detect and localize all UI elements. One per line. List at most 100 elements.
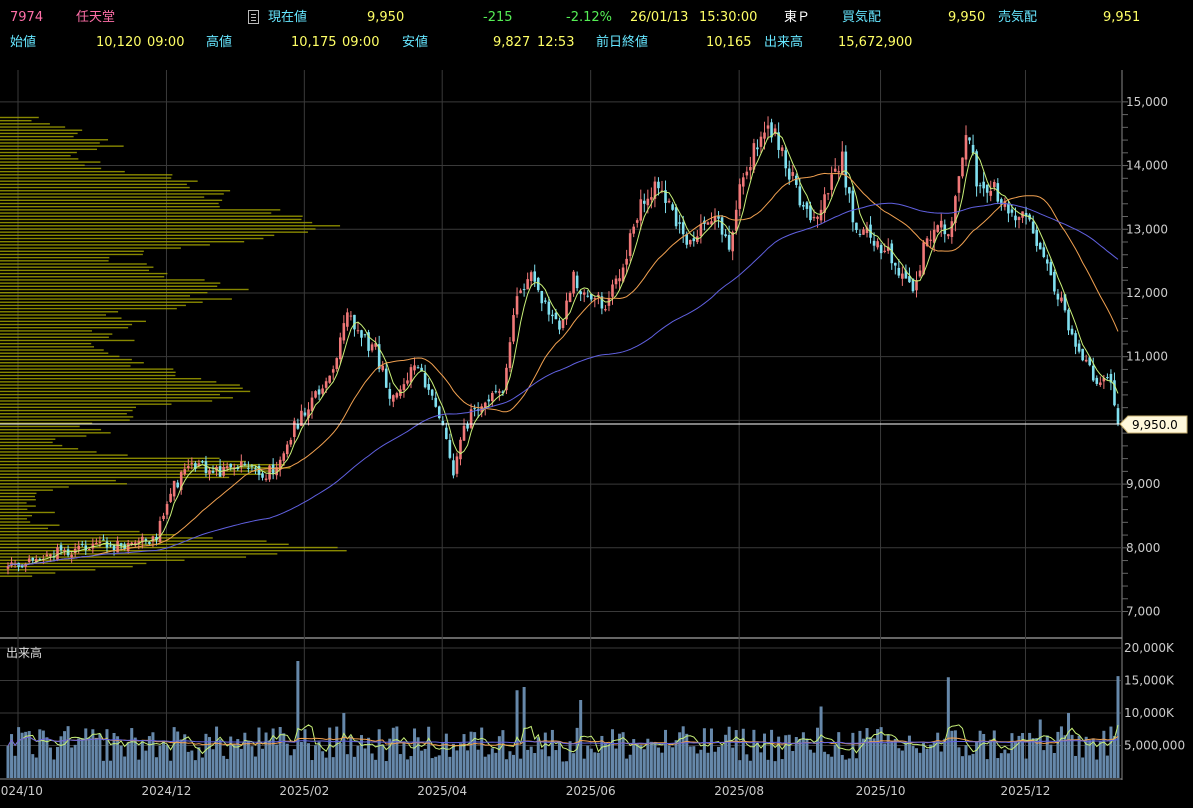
candle-body bbox=[158, 520, 162, 542]
volume-bar bbox=[522, 687, 526, 778]
candle-body bbox=[897, 267, 901, 276]
volume-bar bbox=[1049, 744, 1053, 778]
candle-body bbox=[667, 200, 671, 203]
profile-bar bbox=[0, 282, 221, 284]
candle-body bbox=[162, 515, 165, 520]
volume-bar bbox=[94, 737, 98, 778]
candle-body bbox=[628, 233, 632, 256]
candle-body bbox=[639, 199, 643, 221]
volume-bar bbox=[17, 727, 21, 778]
volume-bar bbox=[87, 737, 91, 778]
volume-bar bbox=[784, 735, 788, 778]
profile-bar bbox=[0, 304, 186, 307]
candle-body bbox=[1053, 271, 1056, 292]
price-tick-label: 8,000 bbox=[1126, 541, 1160, 555]
volume-bar bbox=[519, 758, 523, 778]
candle-body bbox=[1042, 247, 1046, 258]
volume-bar bbox=[996, 758, 1000, 778]
profile-bar bbox=[0, 295, 191, 297]
volume-bar bbox=[653, 743, 657, 778]
volume-bar bbox=[759, 752, 763, 778]
candle-body bbox=[434, 397, 438, 407]
candle-body bbox=[812, 216, 816, 219]
candle-body bbox=[240, 461, 243, 467]
volume-bar bbox=[688, 746, 692, 778]
volume-bar bbox=[13, 755, 17, 778]
volume-bar bbox=[1010, 733, 1014, 778]
candle-body bbox=[1000, 199, 1003, 205]
profile-bar bbox=[0, 537, 213, 539]
volume-bar bbox=[6, 745, 10, 778]
price-tag: 9,950.0 bbox=[1119, 415, 1188, 434]
volume-bar bbox=[413, 728, 417, 778]
candle-body bbox=[430, 389, 434, 396]
profile-bar bbox=[0, 244, 210, 246]
candle-body bbox=[713, 216, 717, 222]
candle-body bbox=[300, 410, 303, 427]
candle-body bbox=[77, 545, 81, 550]
candle-body bbox=[133, 542, 137, 546]
volume-bar bbox=[982, 733, 986, 778]
volume-bar bbox=[773, 761, 777, 778]
volume-bar bbox=[667, 745, 671, 778]
candle-body bbox=[632, 226, 636, 234]
profile-bar bbox=[0, 221, 313, 224]
volume-bar bbox=[243, 732, 247, 778]
profile-bar bbox=[0, 291, 208, 294]
volume-bar bbox=[321, 751, 325, 778]
prev-close-value: 10,165 bbox=[706, 35, 752, 50]
candle-body bbox=[261, 473, 264, 478]
profile-bar bbox=[0, 441, 53, 444]
profile-bar bbox=[0, 511, 55, 514]
profile-bar bbox=[0, 514, 33, 517]
candle-body bbox=[805, 202, 809, 209]
quote-date: 26/01/13 bbox=[630, 10, 689, 25]
volume-bar bbox=[681, 726, 685, 778]
profile-bar bbox=[0, 428, 102, 431]
profile-bar bbox=[0, 499, 36, 501]
volume-bar bbox=[557, 741, 561, 778]
candle-body bbox=[1038, 242, 1042, 250]
profile-bar bbox=[0, 454, 128, 456]
volume-bar bbox=[1084, 736, 1088, 778]
volume-bar bbox=[91, 729, 95, 778]
candle-body bbox=[282, 453, 286, 461]
moving-averages bbox=[7, 131, 1119, 567]
memo-icon[interactable] bbox=[248, 10, 259, 24]
candle-body bbox=[314, 391, 317, 398]
volume-bar bbox=[893, 738, 897, 778]
open-time: 09:00 bbox=[147, 35, 185, 50]
candle-body bbox=[409, 367, 413, 383]
volume-bar bbox=[229, 736, 233, 778]
volume-bar bbox=[936, 732, 940, 778]
volume-bar bbox=[971, 753, 975, 778]
volume-bar bbox=[55, 746, 59, 778]
candle-body bbox=[975, 151, 978, 187]
volume-bar bbox=[939, 751, 943, 778]
candle-body bbox=[512, 315, 515, 342]
volume-bar bbox=[292, 749, 296, 778]
volume-bar bbox=[137, 759, 141, 778]
profile-bar bbox=[0, 148, 97, 151]
candle-body bbox=[879, 245, 883, 254]
volume-bar bbox=[526, 749, 530, 778]
profile-bar bbox=[0, 470, 280, 472]
volume-bar bbox=[755, 742, 759, 778]
profile-bar bbox=[0, 330, 92, 332]
candle-body bbox=[289, 439, 293, 445]
candle-body bbox=[809, 205, 812, 221]
candle-body bbox=[593, 298, 597, 300]
profile-bar bbox=[0, 266, 154, 268]
volume-bar bbox=[929, 744, 933, 778]
candle-body bbox=[710, 221, 713, 225]
candle-body bbox=[992, 181, 996, 188]
profile-bar bbox=[0, 575, 33, 577]
candle-body bbox=[427, 384, 430, 390]
candle-body bbox=[851, 190, 855, 223]
volume-bar bbox=[989, 739, 993, 778]
volume-bar bbox=[600, 735, 604, 778]
volume-bar bbox=[1013, 741, 1017, 778]
volume-bar bbox=[70, 747, 74, 778]
volume-bar bbox=[154, 757, 158, 778]
